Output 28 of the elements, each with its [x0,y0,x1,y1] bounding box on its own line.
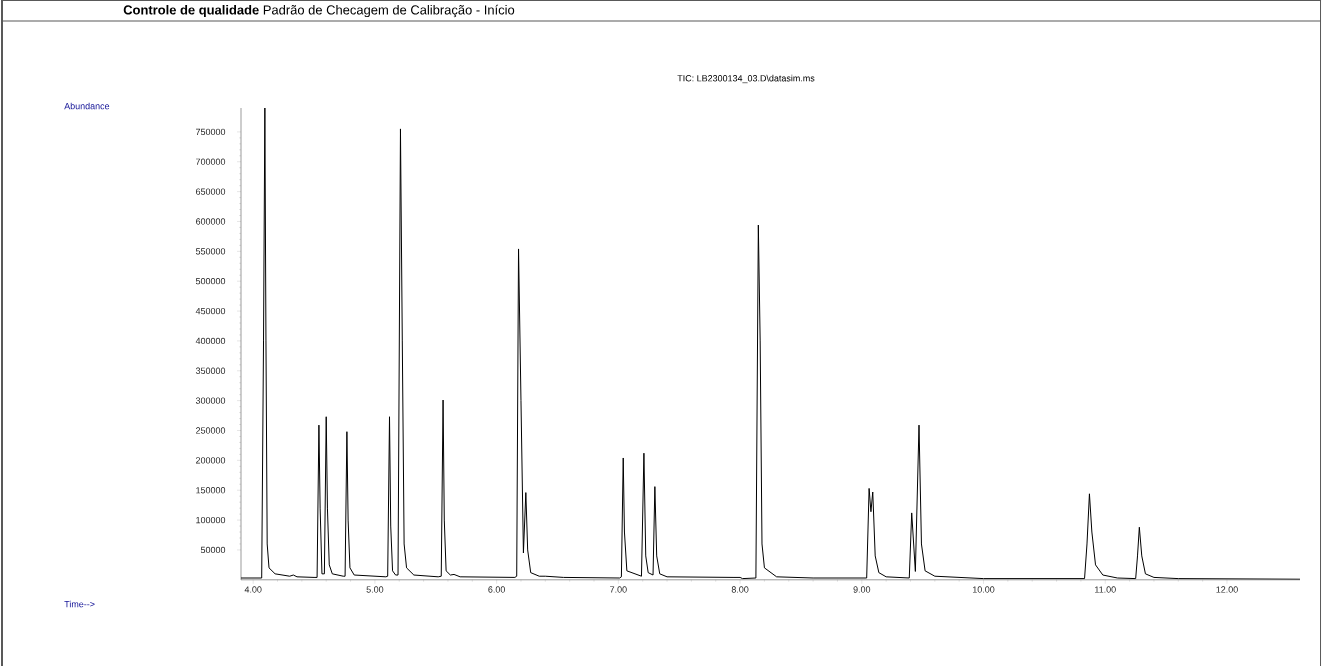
chart-subtitle: TIC: LB2300134_03.D\datasim.ms [677,74,815,84]
y-tick-label: 250000 [196,427,226,434]
y-tick-label: 600000 [196,218,226,225]
y-tick-label: 450000 [195,307,226,315]
y-tick-label: 300000 [195,397,226,404]
y-tick-label: 750000 [196,128,226,136]
y-tick-label: 650000 [196,188,226,195]
y-tick-label: 200000 [196,457,226,464]
y-tick-label: 100000 [196,516,226,524]
y-tick-label: 350000 [195,367,226,374]
text: Abundance [64,102,110,110]
chart-title: Controle de qualidade Padrão de Checagem de Calibração - Início [123,4,515,18]
x-tick-label: 7.00 [610,586,627,593]
x-tick-label: 10.00 [973,586,995,593]
x-tick-label: 8.00 [731,586,749,593]
y-tick-label: 500000 [195,278,226,285]
x-tick-label: 6.00 [488,586,505,593]
x-tick-label: 5.00 [366,586,384,593]
text: Time--> [64,600,95,608]
y-tick-label: 50000 [200,546,226,554]
y-tick-label: 150000 [196,487,226,494]
x-tick-label: 11.00 [1095,586,1116,593]
y-tick-label: 400000 [195,337,226,345]
x-tick-label: 4.00 [244,586,262,593]
y-tick-label: 550000 [195,248,226,255]
y-tick-label: 700000 [196,158,226,165]
x-tick-label: 9.00 [853,586,871,593]
x-tick-label: 12.00 [1216,586,1238,593]
